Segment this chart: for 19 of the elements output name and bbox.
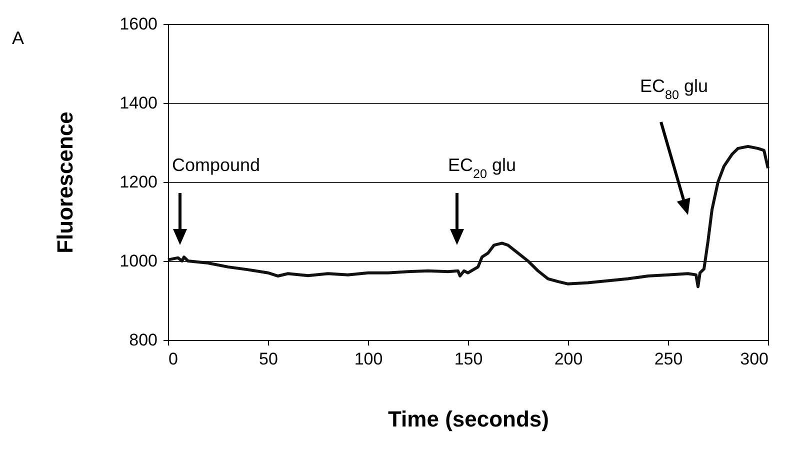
x-tick-label: 200 (554, 350, 583, 368)
x-tick-label: 150 (454, 350, 483, 368)
x-tick-label: 100 (354, 350, 383, 368)
x-tick-label: 250 (654, 350, 683, 368)
annotation: EC$_{80}$ glu (640, 76, 708, 102)
x-tick-label: 300 (740, 350, 768, 368)
y-tick-label: 1000 (120, 252, 158, 270)
line-series (166, 144, 770, 288)
x-axis-title: Time (seconds) (388, 406, 549, 432)
x-tick-label: 50 (259, 350, 278, 368)
text: A (12, 28, 24, 48)
y-tick-label: 1600 (120, 14, 158, 34)
y-tick-label: 1400 (120, 94, 158, 112)
y-axis-title: Fluorescence (52, 112, 78, 254)
y-tick-label: 800 (129, 330, 158, 350)
annotation: Compound (172, 155, 260, 175)
y-tick-label: 1200 (120, 172, 158, 192)
annotation: EC$_{20}$ glu (448, 155, 516, 181)
x-tick-label: 0 (168, 350, 178, 368)
